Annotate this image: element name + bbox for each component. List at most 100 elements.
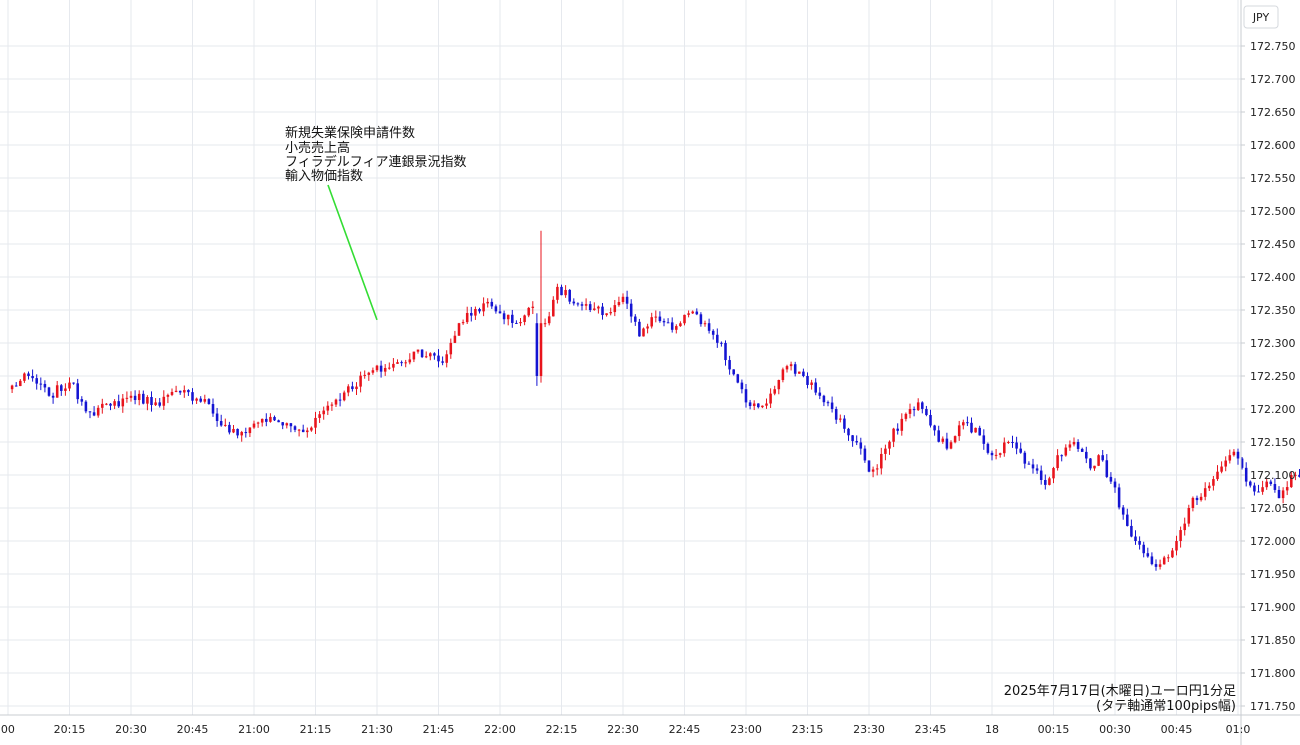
- candle-body: [765, 403, 768, 406]
- candle: [1007, 440, 1010, 444]
- y-tick-label: 172.650: [1250, 106, 1296, 119]
- x-axis-ticks: :00 20:15 20:30 20:45 21:00 21:15 21:30 21:45 22…: [0, 723, 1250, 736]
- candle-body: [330, 404, 334, 406]
- candle: [978, 425, 981, 436]
- candle: [584, 298, 588, 311]
- candle-body: [416, 349, 420, 352]
- candle-body: [55, 385, 59, 398]
- candle-body: [925, 408, 928, 415]
- candle-body: [88, 411, 92, 413]
- candle: [117, 394, 120, 408]
- x-tick-label: 20:45: [177, 723, 209, 736]
- candle: [634, 314, 637, 326]
- candle-body: [289, 423, 293, 427]
- candle: [670, 317, 674, 333]
- candle-body: [338, 399, 342, 401]
- candle-body: [814, 382, 817, 393]
- candle-body: [847, 428, 850, 436]
- candle: [1220, 461, 1223, 474]
- candle: [744, 383, 748, 408]
- candle-body: [240, 432, 243, 436]
- candle: [925, 405, 928, 417]
- candle-body: [359, 375, 362, 387]
- candle-body: [420, 349, 424, 358]
- candle: [408, 353, 412, 365]
- candle: [342, 390, 346, 402]
- candle: [457, 322, 461, 336]
- candle-body: [957, 425, 961, 437]
- candle-body: [699, 314, 703, 325]
- candle: [375, 364, 379, 373]
- candle-body: [256, 422, 260, 424]
- candle: [1216, 465, 1219, 481]
- candle-body: [31, 376, 34, 379]
- candle: [392, 358, 395, 372]
- candle: [957, 420, 961, 441]
- candle: [1142, 541, 1145, 558]
- x-tick-label: 22:45: [669, 723, 701, 736]
- candle-body: [174, 390, 178, 392]
- candle-body: [547, 316, 551, 324]
- candle-body: [1253, 485, 1256, 492]
- candle-body: [1072, 442, 1076, 445]
- candle-body: [424, 356, 428, 358]
- candle: [1257, 484, 1260, 493]
- candle-body: [1117, 487, 1121, 508]
- candle: [1134, 530, 1137, 545]
- candle: [326, 401, 330, 416]
- candle-body: [224, 424, 227, 426]
- candle-body: [1298, 474, 1300, 477]
- candle-body: [1273, 484, 1277, 490]
- candle-body: [1052, 468, 1055, 479]
- candle-body: [1290, 475, 1293, 488]
- candle-body: [834, 409, 838, 420]
- candle-body: [269, 416, 272, 422]
- candle-body: [1019, 448, 1022, 453]
- x-tick-label: 01:0: [1226, 723, 1251, 736]
- candle-body: [129, 395, 133, 398]
- candle-body: [51, 395, 55, 398]
- candle: [1076, 439, 1080, 452]
- candle-body: [1228, 455, 1232, 461]
- candle-body: [342, 392, 346, 401]
- candle-body: [1142, 544, 1145, 554]
- candle: [219, 414, 223, 427]
- currency-badge[interactable]: [1243, 5, 1279, 29]
- y-tick-label: 171.950: [1250, 568, 1296, 581]
- candle-body: [1134, 536, 1137, 541]
- candle-body: [306, 430, 309, 433]
- y-tick-label: 172.200: [1250, 403, 1296, 416]
- candle: [547, 311, 551, 326]
- candle-body: [552, 299, 555, 317]
- x-tick-label: 22:00: [484, 723, 516, 736]
- candle: [1109, 472, 1113, 484]
- candle: [470, 306, 473, 322]
- candle: [662, 318, 666, 327]
- candle-body: [1199, 496, 1203, 501]
- candle: [998, 452, 1002, 458]
- chart-caption: 2025年7月17日(木曜日)ユーロ円1分足 (タテ軸通常100pips幅): [1004, 684, 1236, 714]
- candle-body: [707, 323, 711, 331]
- candle: [449, 338, 453, 359]
- candle: [314, 411, 317, 435]
- candle: [39, 377, 43, 391]
- candle: [256, 421, 260, 428]
- y-tick-label: 171.800: [1250, 667, 1296, 680]
- candle-body: [375, 365, 379, 371]
- candle-body: [531, 306, 535, 308]
- candle: [478, 307, 481, 314]
- candle-body: [998, 453, 1002, 455]
- candle-body: [941, 438, 945, 442]
- candle: [675, 324, 678, 334]
- candle: [699, 312, 703, 327]
- candle-body: [871, 469, 875, 472]
- y-tick-label: 172.300: [1250, 337, 1296, 350]
- candle: [810, 379, 813, 390]
- candle: [31, 369, 34, 382]
- candle-body: [650, 317, 653, 327]
- candle-body: [1216, 471, 1219, 480]
- candle-body: [478, 308, 481, 312]
- candle: [1203, 482, 1207, 501]
